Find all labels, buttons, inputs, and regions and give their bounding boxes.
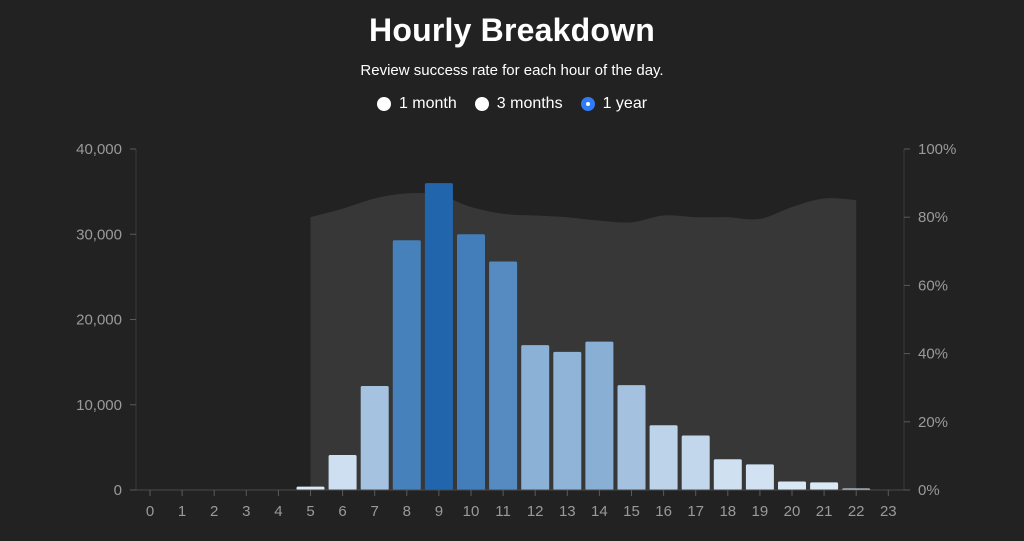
right-axis-tick-label: 80% <box>918 209 948 226</box>
bar-hour-5[interactable] <box>296 486 325 490</box>
bar-hour-12[interactable] <box>521 345 550 490</box>
bar-hour-18[interactable] <box>713 459 742 490</box>
bar-hour-9[interactable] <box>424 183 453 490</box>
bar-hour-20[interactable] <box>778 481 806 490</box>
radio-icon[interactable] <box>474 97 489 111</box>
x-axis-tick-label: 18 <box>719 503 736 520</box>
x-axis-tick-label: 11 <box>495 503 511 520</box>
left-axis-tick-label: 30,000 <box>76 226 122 243</box>
x-axis-tick-label: 13 <box>559 503 576 520</box>
bar-hour-10[interactable] <box>457 234 485 490</box>
x-axis-tick-label: 21 <box>816 503 833 520</box>
range-option-label: 1 month <box>398 95 457 112</box>
right-axis-tick-label: 40% <box>918 346 948 363</box>
left-axis-tick-label: 20,000 <box>76 312 122 329</box>
x-axis-tick-label: 5 <box>306 503 314 520</box>
bar-hour-14[interactable] <box>585 341 614 490</box>
right-axis-tick-label: 20% <box>918 414 948 431</box>
x-axis-tick-label: 22 <box>848 503 865 520</box>
range-option-label: 1 year <box>602 95 648 112</box>
range-option-label: 3 months <box>496 95 563 112</box>
left-axis-tick-label: 0 <box>114 482 122 499</box>
x-axis-tick-label: 15 <box>623 503 640 520</box>
radio-icon[interactable] <box>580 97 595 111</box>
x-axis-tick-label: 10 <box>463 503 480 520</box>
x-axis-tick-label: 8 <box>403 503 411 520</box>
bar-hour-21[interactable] <box>810 482 839 490</box>
radio-icon[interactable] <box>376 97 391 111</box>
bar-hour-19[interactable] <box>745 464 774 490</box>
chart-title: Hourly Breakdown <box>369 12 655 48</box>
x-axis-tick-label: 0 <box>146 503 154 520</box>
success-rate-area <box>310 193 857 490</box>
x-axis-tick-label: 3 <box>242 503 250 520</box>
left-axis-tick-label: 40,000 <box>76 141 122 158</box>
range-option-3-months[interactable]: 3 months <box>474 95 563 113</box>
x-axis-tick-label: 16 <box>655 503 672 520</box>
right-axis-tick-label: 60% <box>918 277 948 294</box>
x-axis-tick-label: 4 <box>274 503 282 520</box>
range-option-1-year[interactable]: 1 year <box>580 95 648 113</box>
right-axis-tick-label: 100% <box>918 141 956 158</box>
x-axis-tick-label: 20 <box>784 503 801 520</box>
bar-hour-8[interactable] <box>392 240 421 490</box>
bar-hour-13[interactable] <box>553 351 582 490</box>
x-axis-tick-label: 12 <box>527 503 544 520</box>
x-axis-tick-label: 23 <box>880 503 897 520</box>
x-axis-tick-label: 6 <box>338 503 346 520</box>
range-radio-group: 1 month 3 months 1 year <box>0 95 1024 113</box>
bar-hour-17[interactable] <box>681 435 710 490</box>
chart-subtitle: Review success rate for each hour of the… <box>360 62 664 79</box>
x-axis-tick-label: 9 <box>435 503 443 520</box>
right-axis-tick-label: 0% <box>918 482 940 499</box>
bar-hour-7[interactable] <box>360 385 389 490</box>
x-axis-tick-label: 2 <box>210 503 218 520</box>
range-option-1-month[interactable]: 1 month <box>376 95 457 113</box>
bar-hour-11[interactable] <box>489 261 518 490</box>
bar-hour-16[interactable] <box>649 425 678 490</box>
x-axis-tick-label: 7 <box>371 503 379 520</box>
bar-hour-6[interactable] <box>328 455 357 490</box>
x-axis-tick-label: 19 <box>752 503 769 520</box>
x-axis-tick-label: 14 <box>591 503 608 520</box>
x-axis-tick-label: 1 <box>178 503 186 520</box>
x-axis-tick-label: 17 <box>687 503 704 520</box>
bar-hour-15[interactable] <box>617 385 646 490</box>
left-axis-tick-label: 10,000 <box>76 397 122 414</box>
